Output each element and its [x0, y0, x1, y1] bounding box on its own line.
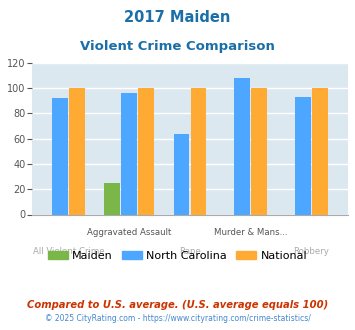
Text: All Violent Crime: All Violent Crime	[33, 248, 104, 256]
Legend: Maiden, North Carolina, National: Maiden, North Carolina, National	[43, 246, 312, 265]
Bar	[191, 88, 206, 214]
Bar	[312, 88, 328, 214]
Text: Compared to U.S. average. (U.S. average equals 100): Compared to U.S. average. (U.S. average …	[27, 300, 328, 310]
Text: Rape: Rape	[179, 248, 201, 256]
Bar	[251, 88, 267, 214]
Bar	[121, 93, 137, 214]
Bar	[234, 78, 250, 214]
Text: Aggravated Assault: Aggravated Assault	[87, 228, 171, 237]
Text: 2017 Maiden: 2017 Maiden	[124, 10, 231, 25]
Text: Violent Crime Comparison: Violent Crime Comparison	[80, 40, 275, 52]
Bar	[104, 183, 120, 214]
Bar	[69, 88, 85, 214]
Bar	[52, 98, 68, 214]
Bar	[138, 88, 154, 214]
Text: © 2025 CityRating.com - https://www.cityrating.com/crime-statistics/: © 2025 CityRating.com - https://www.city…	[45, 314, 310, 323]
Bar	[174, 134, 189, 214]
Text: Robbery: Robbery	[294, 248, 329, 256]
Text: Murder & Mans...: Murder & Mans...	[214, 228, 288, 237]
Bar	[295, 97, 311, 214]
